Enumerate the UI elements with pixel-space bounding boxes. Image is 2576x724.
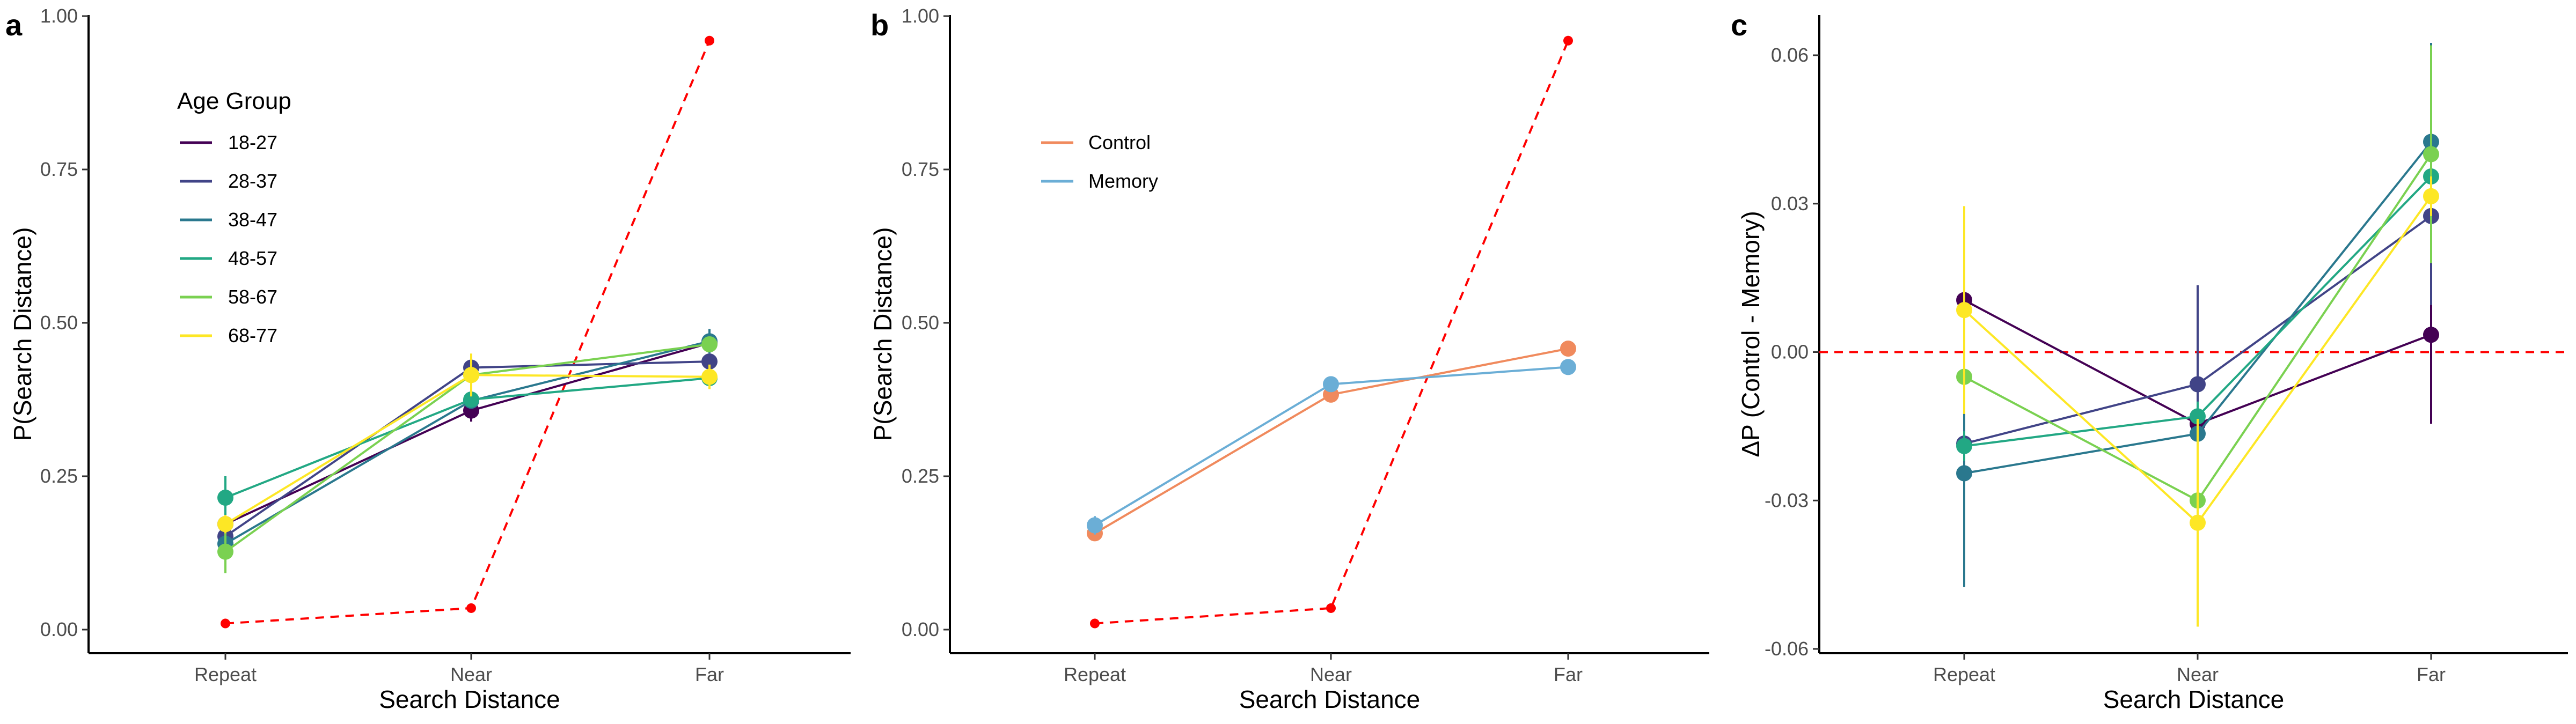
panel-c-y-axis-title: ΔP (Control - Memory) xyxy=(1737,211,1765,457)
panel-a-reference-point xyxy=(705,35,714,46)
panel-a-x-tick-label: Near xyxy=(450,663,492,685)
panel-a-series-28-37-point xyxy=(701,353,718,370)
panel-a-series-68-77-point xyxy=(701,368,718,385)
panel-b-legend-label: Control xyxy=(1088,131,1151,153)
panel-c-x-tick-label: Far xyxy=(2417,663,2446,685)
panel-b-y-tick-label: 0.00 xyxy=(902,618,939,640)
panel-b-series-memory-point xyxy=(1560,359,1576,375)
panel-a-legend-label: 48-57 xyxy=(228,247,277,269)
panel-c-series-68-77-point xyxy=(1956,302,1972,319)
panel-c-letter: c xyxy=(1731,8,1747,42)
panel-c-x-tick-label: Repeat xyxy=(1933,663,1995,685)
panel-b-y-tick-label: 0.75 xyxy=(902,158,939,180)
panel-c-y-tick-label: -0.03 xyxy=(1765,489,1809,511)
panel-a-y-tick-label: 0.00 xyxy=(40,618,78,640)
panel-c-y-tick-label: 0.00 xyxy=(1771,341,1809,363)
panel-b-series-memory-point xyxy=(1323,376,1339,393)
panel-c-y-tick-label: 0.03 xyxy=(1771,193,1809,215)
panel-b-y-tick-label: 1.00 xyxy=(902,5,939,27)
panel-c-series-58-67-point xyxy=(2423,146,2439,162)
panel-b-x-tick-label: Repeat xyxy=(1064,663,1126,685)
panel-c-y-tick-label: 0.06 xyxy=(1771,44,1809,66)
panel-a-series-48-57-point xyxy=(217,490,233,506)
panel-b-letter: b xyxy=(870,8,889,42)
panel-c-series-68-77-point xyxy=(2423,188,2439,204)
panel-a-legend-label: 28-37 xyxy=(228,170,277,192)
panel-c-series-68-77-point xyxy=(2190,514,2206,531)
panel-b-x-tick-label: Near xyxy=(1310,663,1352,685)
panel-b-x-tick-label: Far xyxy=(1554,663,1583,685)
panel-a-legend-title: Age Group xyxy=(177,88,291,114)
panel-a-reference-point xyxy=(221,618,230,629)
panel-a-legend-label: 58-67 xyxy=(228,286,277,308)
panel-a-series-48-57-point xyxy=(463,391,479,408)
panel-a-series-68-77-point xyxy=(217,516,233,533)
panel-a-legend-label: 38-47 xyxy=(228,209,277,231)
panel-b-y-tick-label: 0.50 xyxy=(902,312,939,334)
panel-c-series-48-57-point xyxy=(2190,408,2206,425)
panel-b-series-control-point xyxy=(1560,341,1576,357)
panel-b-y-axis-title: P(Search Distance) xyxy=(869,227,897,441)
panel-b-reference-point xyxy=(1326,603,1336,613)
panel-b-y-tick-label: 0.25 xyxy=(902,465,939,487)
panel-a-series-58-67-point xyxy=(701,336,718,353)
panel-a-y-tick-label: 0.25 xyxy=(40,465,78,487)
panel-a-y-tick-label: 0.50 xyxy=(40,312,78,334)
panel-b-reference-point xyxy=(1090,618,1100,629)
panel-c-x-axis-title: Search Distance xyxy=(2103,685,2285,713)
panel-a-series-28-37-line xyxy=(224,360,710,537)
panel-a-reference-point xyxy=(466,603,476,613)
panel-a-letter: a xyxy=(5,8,23,42)
panel-b-reference-point xyxy=(1563,35,1573,46)
panel-b-legend-label: Memory xyxy=(1088,170,1158,192)
panel-b-series-memory-point xyxy=(1087,517,1103,534)
panel-a-y-tick-label: 1.00 xyxy=(40,5,78,27)
panel-a-x-tick-label: Repeat xyxy=(194,663,257,685)
panel-a-legend-label: 18-27 xyxy=(228,131,277,153)
panel-c-series-18-27-point xyxy=(2423,327,2439,343)
panel-b-x-axis-title: Search Distance xyxy=(1239,685,1421,713)
panel-a-x-tick-label: Far xyxy=(695,663,724,685)
panel-c-series-38-47-point xyxy=(1956,465,1972,482)
panel-a-legend-label: 68-77 xyxy=(228,324,277,346)
panel-c-x-tick-label: Near xyxy=(2177,663,2219,685)
panel-b-reference-line xyxy=(1094,40,1569,625)
panel-c-series-28-37-point xyxy=(2190,376,2206,393)
panel-a-reference-line xyxy=(225,40,711,625)
panel-c-series-48-57-point xyxy=(1956,438,1972,454)
panel-a-series-58-67-point xyxy=(217,543,233,560)
panel-a-y-axis-title: P(Search Distance) xyxy=(9,227,36,441)
panel-a-series-68-77-point xyxy=(463,367,479,383)
panel-a-y-tick-label: 0.75 xyxy=(40,158,78,180)
panel-a-x-axis-title: Search Distance xyxy=(379,685,560,713)
panel-c-y-tick-label: -0.06 xyxy=(1765,638,1809,660)
